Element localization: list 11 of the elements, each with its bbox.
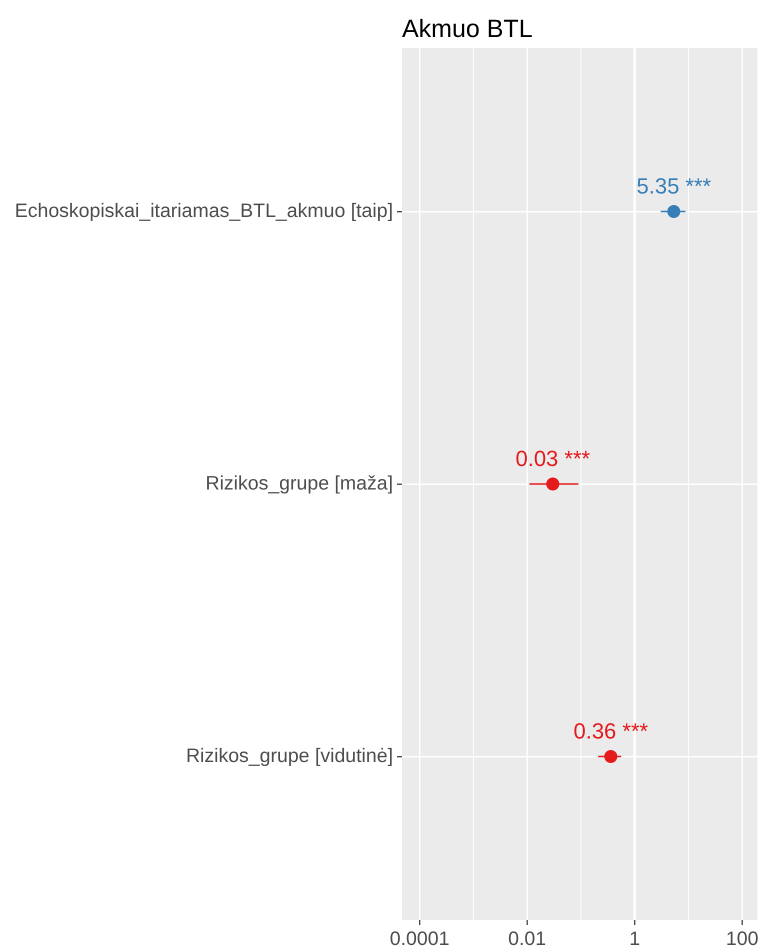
x-tick-label: 0.01 <box>508 928 546 949</box>
x-tick-label: 0.0001 <box>390 928 450 949</box>
chart-title: Akmuo BTL <box>402 15 533 43</box>
x-tick-label: 1 <box>629 928 640 949</box>
data-label: 5.35 *** <box>636 174 712 199</box>
data-label: 0.36 *** <box>573 718 649 744</box>
y-tick-label: Rizikos_grupe [maža] <box>206 472 393 494</box>
y-tick-label: Rizikos_grupe [vidutinė] <box>186 744 393 767</box>
x-tick-label: 100 <box>726 928 759 949</box>
data-label: 0.03 *** <box>515 446 591 472</box>
y-tick-label: Echoskopiskai_itariamas_BTL_akmuo [taip] <box>14 200 393 222</box>
